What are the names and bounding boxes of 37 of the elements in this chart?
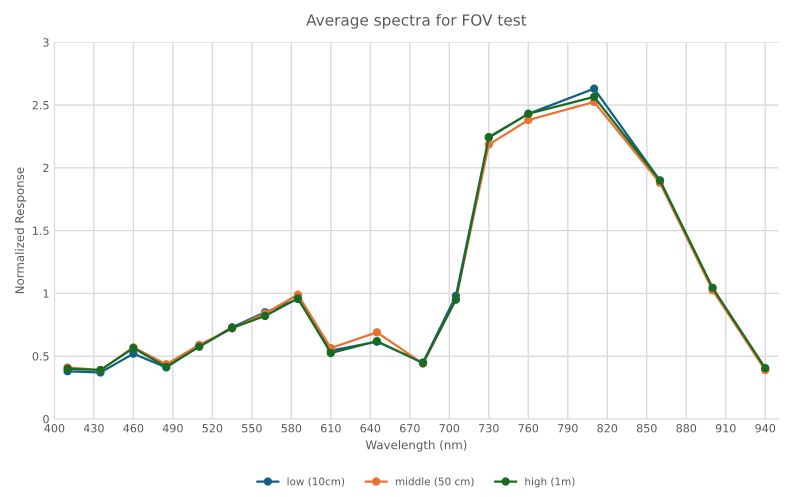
x-tick-label: 850 [636,424,657,432]
x-tick-label: 670 [400,424,420,432]
legend-label: high (1m) [525,477,574,488]
x-tick-label: 550 [242,424,262,432]
x-axis-title: Wavelength (nm) [366,440,466,452]
x-tick-label: 790 [558,424,578,432]
x-tick-label: 460 [123,424,144,432]
x-tick-label: 430 [84,424,104,432]
x-tick-label: 700 [440,424,460,432]
x-tick-label: 520 [202,424,222,432]
point [590,92,598,102]
y-tick-label: 3 [43,38,49,47]
y-tick-label: 0 [43,414,49,424]
x-tick-label: 580 [282,424,302,432]
x-tick-label: 760 [518,424,538,432]
x-tick-label: 730 [479,424,499,432]
legend-label: low (10cm) [288,477,344,487]
y-tick-label: 2.5 [32,101,49,110]
x-tick-label: 940 [755,424,776,432]
x-tick-label: 610 [321,424,341,432]
x-tick-label: 880 [676,424,696,432]
y-tick-label: 2 [43,164,48,172]
legend-label: middle (50 cm) [396,477,474,487]
y-tick-label: 1 [44,290,49,298]
y-tick-label: 1.5 [33,226,49,235]
point [260,312,270,320]
x-tick-label: 910 [716,424,736,432]
x-tick-label: 640 [360,424,380,432]
y-axis-title: Normalized Response [14,168,26,294]
point [372,328,382,336]
point [590,84,598,93]
y-tick-label: 0.5 [32,352,49,361]
x-tick-label: 400 [44,424,64,432]
chart-title: Average spectra for FOV test [306,14,526,29]
x-tick-label: 490 [162,424,183,432]
point [326,348,336,358]
x-tick-label: 820 [597,424,618,432]
